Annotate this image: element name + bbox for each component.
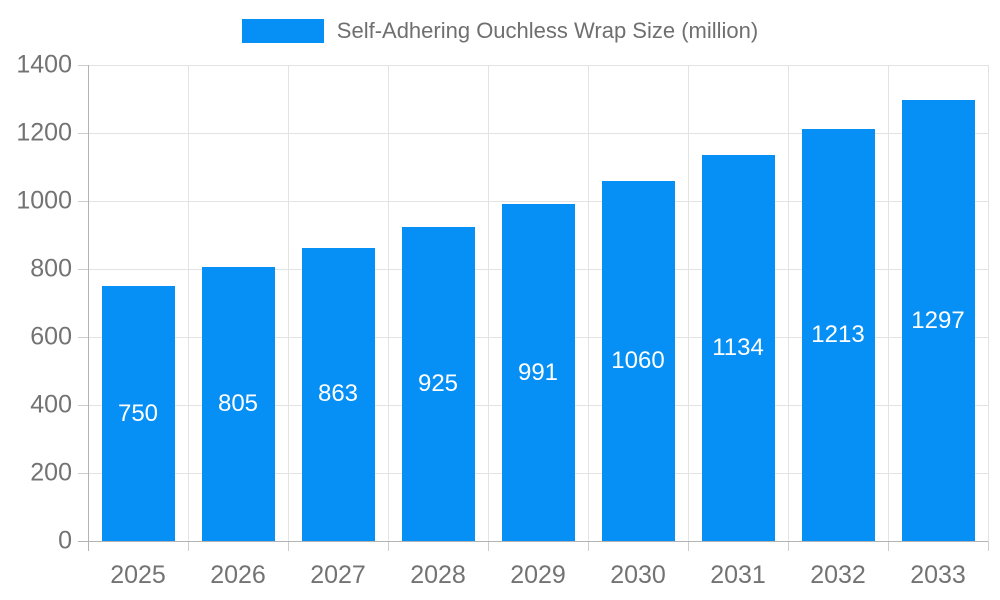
x-axis-tick: [188, 541, 189, 551]
y-axis-tick: [78, 201, 88, 202]
y-axis-tick: [78, 65, 88, 66]
y-axis-tick: [78, 133, 88, 134]
y-tick-label: 400: [30, 390, 72, 419]
x-tick-label: 2032: [810, 561, 866, 589]
bar[interactable]: [901, 100, 975, 541]
bar[interactable]: [501, 204, 575, 541]
y-axis-tick: [78, 473, 88, 474]
x-axis-tick: [588, 541, 589, 551]
x-tick-label: 2031: [710, 561, 766, 589]
x-gridline: [188, 65, 189, 541]
x-gridline: [688, 65, 689, 541]
x-axis-tick: [488, 541, 489, 551]
x-gridline: [388, 65, 389, 541]
x-axis-tick: [388, 541, 389, 551]
bar[interactable]: [601, 180, 675, 541]
y-axis-tick: [78, 269, 88, 270]
bar[interactable]: [201, 267, 275, 541]
x-tick-label: 2028: [410, 561, 466, 589]
y-tick-label: 200: [30, 458, 72, 487]
x-gridline: [988, 65, 989, 541]
x-tick-label: 2030: [610, 561, 666, 589]
y-axis-tick: [78, 541, 88, 542]
x-tick-label: 2029: [510, 561, 566, 589]
bar[interactable]: [101, 286, 175, 541]
x-axis-tick: [288, 541, 289, 551]
y-gridline: [88, 65, 988, 66]
y-tick-label: 1000: [16, 186, 72, 215]
bar[interactable]: [401, 226, 475, 541]
y-tick-label: 800: [30, 254, 72, 283]
bar[interactable]: [801, 128, 875, 541]
x-axis-tick: [88, 541, 89, 551]
x-gridline: [288, 65, 289, 541]
legend-label: Self-Adhering Ouchless Wrap Size (millio…: [336, 18, 759, 43]
x-tick-label: 2026: [210, 561, 266, 589]
y-axis-line: [88, 65, 89, 551]
x-gridline: [588, 65, 589, 541]
bar[interactable]: [701, 155, 775, 541]
y-axis-tick: [78, 405, 88, 406]
y-tick-label: 1400: [16, 50, 72, 79]
x-gridline: [888, 65, 889, 541]
y-tick-label: 600: [30, 322, 72, 351]
x-gridline: [488, 65, 489, 541]
x-axis-tick: [988, 541, 989, 551]
legend[interactable]: Self-Adhering Ouchless Wrap Size (millio…: [0, 17, 1000, 45]
y-axis-tick: [78, 337, 88, 338]
x-tick-label: 2025: [110, 561, 166, 589]
bar[interactable]: [301, 247, 375, 541]
x-axis-tick: [888, 541, 889, 551]
y-tick-label: 1200: [16, 118, 72, 147]
x-tick-label: 2027: [310, 561, 366, 589]
x-axis-line: [78, 541, 988, 542]
legend-swatch-icon: [241, 19, 324, 43]
x-axis-tick: [688, 541, 689, 551]
x-gridline: [788, 65, 789, 541]
x-tick-label: 2033: [910, 561, 966, 589]
y-tick-label: 0: [58, 526, 72, 555]
x-axis-tick: [788, 541, 789, 551]
